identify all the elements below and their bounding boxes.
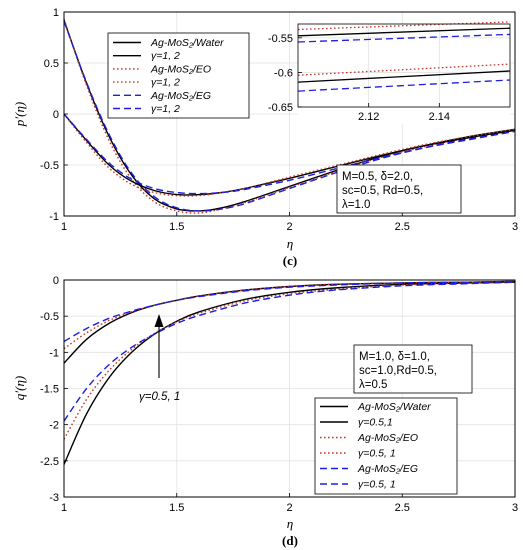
- chart-c-y-tick-label: 1: [53, 7, 59, 19]
- chart-c-x-tick-label: 1: [61, 221, 67, 233]
- chart-d-legend-label: Ag-MoS₂/EG: [357, 463, 418, 475]
- chart-d-arrow-label: γ=0.5, 1: [139, 391, 180, 403]
- chart-d-series-line-6: [63, 280, 516, 343]
- chart-d-parameter-line-3: λ=0.5: [359, 379, 387, 391]
- chart-c-inset-series: [297, 21, 511, 92]
- chart-c-series-line-4: [63, 113, 516, 196]
- chart-c-inset-frame: [297, 23, 511, 108]
- chart-d-x-tick-label: 2: [286, 502, 292, 514]
- chart-c-caption: (c): [283, 253, 297, 268]
- chart-c-parameter-line-1: M=0.5, δ=2.0,: [342, 171, 413, 183]
- chart-d-legend-label: γ=0.5,1: [358, 417, 393, 429]
- chart-d-parameter-frame: [353, 344, 473, 394]
- chart-d-legend-label: γ=0.5, 1: [358, 448, 396, 460]
- chart-c-inset-series-line-6: [297, 79, 511, 92]
- chart-d-series-line-1: [63, 281, 516, 465]
- chart-d-caption: (d): [282, 533, 298, 548]
- chart-c-x-axis-label: η: [287, 236, 293, 251]
- chart-d-y-tick-label: -1: [49, 347, 59, 359]
- chart-c-inset-y-tick-label: -0.65: [268, 102, 293, 114]
- chart-c-inset: 2.12 2.14 -0.55 -0.6 -0.65: [268, 21, 511, 124]
- chart-c-y-tick-label: 0.5: [44, 58, 59, 70]
- chart-c-inset-background: [298, 24, 510, 124]
- chart-c-ticks: 1 1.5 2 2.5 3 1 0.5 0 -0.5 -1: [40, 7, 518, 233]
- chart-d-ticks: 1 1.5 2 2.5 3 0 -0.5 -1 -1.5 -2 -2.5 -3: [40, 275, 518, 514]
- chart-d-legend-label: Ag-MoS₂/Water: [357, 401, 431, 413]
- chart-c-series: [63, 18, 516, 214]
- chart-c-inset-y-tick-label: -0.6: [274, 67, 293, 79]
- chart-c-inset-series-line-2: [297, 27, 511, 37]
- chart-c-legend-label: γ=1, 2: [151, 103, 180, 115]
- chart-c-legend-label: Ag-MoS₂/Water: [150, 37, 224, 49]
- chart-d-series-line-3: [63, 281, 516, 422]
- chart-d-y-tick-label: -0.5: [40, 311, 59, 323]
- chart-c-legend-box: [107, 32, 250, 119]
- chart-c-inset-x-tick-label: 2.14: [429, 111, 450, 123]
- chart-c-inset-ticks: 2.12 2.14 -0.55 -0.6 -0.65: [268, 33, 450, 123]
- chart-c-inset-series-line-5: [297, 70, 511, 83]
- chart-d-legend: Ag-MoS₂/Water γ=0.5,1 Ag-MoS₂/EO γ=0.5, 1 Ag…: [314, 397, 458, 495]
- chart-d-series-line-5: [63, 280, 516, 350]
- chart-d-x-tick-label: 1.5: [169, 502, 184, 514]
- chart-d-series: [63, 280, 516, 465]
- chart-c-y-axis-label: p′(η): [12, 102, 27, 127]
- chart-d-x-tick-label: 1: [61, 502, 67, 514]
- chart-c-inset-y-tick-label: -0.55: [268, 33, 293, 45]
- chart-d-parameter-box: M=1.0, δ=1.0, sc=1.0,Rd=0.5, λ=0.5: [353, 344, 473, 394]
- chart-c-parameter-line-3: λ=1.0: [342, 199, 370, 211]
- chart-d-y-tick-label: -1.5: [40, 384, 59, 396]
- chart-c-inset-series-line-1: [297, 21, 511, 31]
- chart-c-inset-series-line-3: [297, 33, 511, 43]
- chart-c-series-line-5: [63, 113, 516, 197]
- chart-c-y-tick-label: -1: [49, 211, 59, 223]
- chart-c-parameter-frame: [336, 164, 462, 214]
- chart-c-x-tick-label: 3: [512, 221, 518, 233]
- chart-c-x-tick-label: 1.5: [169, 221, 184, 233]
- chart-d-legend-label: γ=0.5, 1: [358, 479, 396, 491]
- chart-c-y-tick-label: -0.5: [40, 160, 59, 172]
- chart-c-legend-label: γ=1, 2: [151, 77, 180, 89]
- chart-d-y-tick-label: -3: [49, 492, 59, 504]
- chart-d-gamma-arrow: γ=0.5, 1: [139, 314, 180, 403]
- chart-d-legend-box: [314, 397, 458, 495]
- chart-d-series-line-2: [63, 281, 516, 440]
- chart-c-inset-series-line-4: [297, 63, 511, 76]
- chart-d-legend-items: Ag-MoS₂/Water γ=0.5,1 Ag-MoS₂/EO γ=0.5, 1 Ag…: [320, 401, 431, 491]
- chart-d-x-axis-label: η: [287, 516, 293, 531]
- chart-c-inset-x-tick-label: 2.12: [358, 111, 379, 123]
- chart-c-parameter-box: M=0.5, δ=2.0, sc=0.5, Rd=0.5, λ=1.0: [336, 164, 462, 214]
- chart-c-legend-label: γ=1, 2: [151, 50, 180, 62]
- chart-d-x-tick-label: 3: [512, 502, 518, 514]
- chart-d-y-tick-label: 0: [53, 275, 59, 287]
- chart-c-parameter-line-2: sc=0.5, Rd=0.5,: [342, 185, 423, 197]
- chart-d-y-tick-label: -2: [49, 420, 59, 432]
- chart-c-x-tick-label: 2.5: [395, 221, 410, 233]
- chart-d-x-tick-label: 2.5: [395, 502, 410, 514]
- chart-c-x-tick-label: 2: [286, 221, 292, 233]
- chart-d: 1 1.5 2 2.5 3 0 -0.5 -1 -1.5 -2 -2.5 -3 η q′(η) (d)…: [12, 275, 518, 548]
- chart-c-legend-label: Ag-MoS₂/EO: [150, 63, 211, 75]
- chart-d-parameter-line-2: sc=1.0,Rd=0.5,: [359, 365, 437, 377]
- chart-c-legend-label: Ag-MoS₂/EG: [150, 90, 211, 102]
- chart-c-y-tick-label: 0: [53, 109, 59, 121]
- chart-d-y-tick-label: -2.5: [40, 456, 59, 468]
- chart-d-y-axis-label: q′(η): [12, 376, 27, 400]
- chart-d-arrow-head: [154, 314, 164, 327]
- chart-d-parameter-line-1: M=1.0, δ=1.0,: [359, 351, 430, 363]
- chart-d-legend-label: Ag-MoS₂/EO: [357, 432, 418, 444]
- chart-c: 1 1.5 2 2.5 3 1 0.5 0 -0.5 -1 η p′(η) (c) Ag-MoS₂…: [12, 7, 518, 268]
